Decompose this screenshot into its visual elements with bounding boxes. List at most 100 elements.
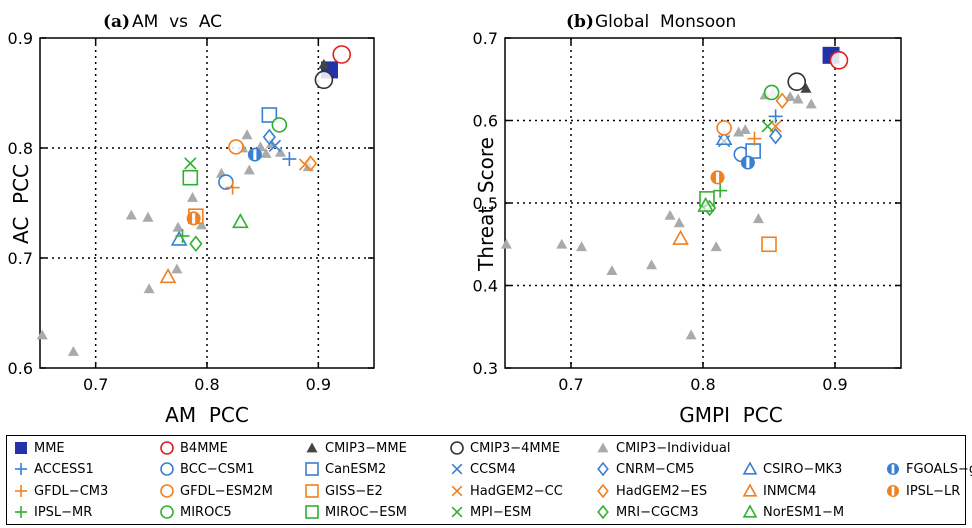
legend-marker-icon: [742, 483, 758, 497]
legend-marker-icon: [597, 461, 609, 477]
panel-a-point-gfdl-cm3: [225, 180, 240, 195]
legend-item-gfdl-cm3: GFDL−CM3: [13, 482, 108, 500]
legend-marker-icon: [742, 504, 758, 518]
legend-item-csiro-mk3: CSIRO−MK3: [742, 460, 842, 478]
legend-item-bcc-csm1: BCC−CSM1: [159, 460, 255, 478]
legend-label: MIROC−ESM: [325, 504, 407, 520]
legend-item-ipsl-lr: IPSL−LR: [885, 482, 960, 500]
legend-label: MRI−CGCM3: [616, 504, 699, 520]
legend-item-ccsm4: CCSM4: [449, 460, 516, 478]
legend-label: FGOALS−g2: [906, 461, 972, 477]
panel-a-title: AM vs AC: [132, 12, 222, 32]
panel-b-point-cmip3-individual: [606, 265, 618, 276]
panel-b-point-cmip3-individual: [685, 329, 697, 340]
legend-item-mme: MME: [13, 439, 65, 457]
panel-a-x-tick-label: 0.8: [194, 375, 219, 394]
panel-a-point-noresm1-m: [232, 213, 249, 229]
panel-a-point-gfdl-esm2m: [228, 139, 244, 155]
panel-a-y-tick-label: 0.6: [8, 359, 33, 378]
legend-label: MPI−ESM: [470, 504, 532, 520]
panel-b-point-cmip3-individual: [576, 241, 588, 252]
panel-b-point-hadgem2-es: [775, 92, 789, 109]
legend-label: HadGEM2−ES: [616, 483, 708, 499]
panel-a-y-tick-label: 0.7: [8, 249, 33, 268]
panel-a-point-canesm2: [261, 107, 278, 123]
legend-item-hadgem2-cc: HadGEM2−CC: [449, 482, 563, 500]
panel-b-point-cmip3-individual: [556, 238, 568, 249]
legend-marker-icon: [15, 442, 27, 454]
panel-b-point-cmip3-individual: [664, 209, 676, 220]
panel-a-point-cmip3-individual: [187, 192, 199, 202]
panel-a-x-tick-label: 0.7: [83, 375, 108, 394]
legend-item-noresm1-m: NorESM1−M: [742, 503, 844, 521]
legend-label: CCSM4: [470, 461, 516, 477]
panel-b-label: (b): [566, 12, 594, 32]
legend-marker-icon: [306, 442, 318, 453]
figure: (a) AM vs AC AM PCC AC PCC 0.7 0.8 0.9 0.6 0…: [8, 12, 902, 427]
panel-a-point-cmip3-individual: [172, 221, 184, 232]
panel-a-label: (a): [103, 12, 130, 32]
legend-marker-icon: [887, 463, 899, 475]
legend-marker-icon: [450, 441, 464, 455]
panel-b-point-ipsl-lr: [710, 170, 725, 185]
panel-b-y-tick-label: 0.4: [473, 277, 498, 296]
panel-a-point-miroc5: [271, 117, 288, 133]
panel-a-point-inmcm4: [159, 268, 177, 284]
panel-b-y-tick-label: 0.3: [473, 359, 498, 378]
legend-item-mri-cgcm3: MRI−CGCM3: [595, 503, 699, 521]
panel-b-point-cmip3-individual: [752, 213, 764, 224]
panel-b-y-tick-label: 0.7: [473, 29, 498, 48]
legend-label: B4MME: [180, 440, 228, 456]
legend-item-cmip3-4mme: CMIP3−4MME: [449, 439, 560, 457]
legend-marker-icon: [305, 484, 319, 498]
legend: MME B4MME CMIP3−MME CMIP3−4MME CMIP3−Individ…: [6, 435, 972, 525]
panel-b-point-giss-e2: [761, 236, 777, 253]
panel-b-point-noresm1-m: [697, 196, 714, 212]
panel-b-ylabel: Threat Score: [474, 137, 498, 272]
legend-marker-icon: [597, 504, 609, 520]
legend-marker-icon: [160, 462, 174, 476]
legend-item-miroc5: MIROC5: [159, 503, 232, 521]
panel-a-point-csiro-mk3: [170, 230, 188, 246]
panel-a-point-cmip3-individual: [274, 146, 286, 157]
panel-a-point-cnrm-cm5: [262, 128, 276, 146]
legend-item-inmcm4: INMCM4: [742, 482, 816, 500]
panel-b-point-cmip3-4mme: [787, 72, 807, 92]
panel-b-point-cmip3-individual: [739, 124, 751, 134]
panel-a-y-tick-label: 0.9: [8, 29, 33, 48]
legend-marker-icon: [451, 506, 463, 518]
legend-label: GISS−E2: [325, 483, 383, 499]
legend-label: MIROC5: [180, 504, 232, 520]
legend-marker-icon: [451, 485, 463, 497]
legend-item-ipsl-mr: IPSL−MR: [13, 503, 92, 521]
legend-item-canesm2: CanESM2: [304, 460, 386, 478]
panel-a-point-cmip3-individual: [125, 209, 137, 220]
panel-a-point-ipsl-lr: [186, 211, 201, 226]
panel-a-point-cmip3-individual: [67, 346, 79, 356]
panel-b-point-inmcm4: [672, 229, 689, 245]
legend-label: GFDL−CM3: [34, 483, 109, 499]
panel-a-x-tick-label: 0.9: [306, 375, 331, 394]
legend-marker-icon: [597, 483, 609, 499]
legend-item-gfdl-esm2m: GFDL−ESM2M: [159, 482, 273, 500]
panel-a: (a) AM vs AC AM PCC AC PCC 0.7 0.8 0.9 0.6 0…: [8, 12, 375, 427]
panel-a-point-cmip3-individual: [143, 283, 155, 294]
legend-label: ACCESS1: [34, 461, 94, 477]
panel-b-point-fgoals-g2: [740, 155, 755, 170]
legend-marker-icon: [15, 463, 27, 475]
panel-a-point-miroc-esm: [182, 169, 199, 186]
legend-label: INMCM4: [763, 483, 817, 499]
legend-marker-icon: [160, 484, 174, 498]
panel-b-point-cmip3-individual: [646, 259, 658, 270]
legend-label: MME: [34, 440, 65, 456]
legend-item-hadgem2-es: HadGEM2−ES: [595, 482, 707, 500]
panel-b-x-tick-label: 0.8: [690, 375, 715, 394]
panel-b-point-cmip3-individual: [500, 238, 512, 249]
panel-b-point-cmip3-individual: [673, 217, 685, 228]
legend-item-fgoals-g2: FGOALS−g2: [885, 460, 972, 478]
panel-b-point-mpi-esm: [761, 120, 774, 133]
panel-a-point-cmip3-4mme: [314, 70, 334, 90]
legend-marker-icon: [451, 463, 463, 475]
panel-a-point-b4mme: [332, 45, 352, 64]
panel-a-point-ipsl-mr: [175, 229, 190, 243]
